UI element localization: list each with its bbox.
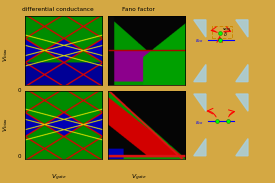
Polygon shape [236, 64, 248, 82]
Polygon shape [194, 20, 206, 37]
Polygon shape [194, 64, 206, 82]
Text: 0: 0 [18, 154, 21, 159]
Text: $V_{gate}$: $V_{gate}$ [51, 173, 67, 183]
Text: $V_{bias}$: $V_{bias}$ [1, 47, 10, 62]
Text: $\varepsilon_{co}$: $\varepsilon_{co}$ [196, 38, 204, 45]
Text: $\varepsilon_{co}$: $\varepsilon_{co}$ [196, 119, 204, 127]
Text: 0: 0 [18, 88, 21, 93]
Text: differential conductance: differential conductance [22, 7, 94, 12]
Text: Fano factor: Fano factor [122, 7, 155, 12]
Polygon shape [236, 94, 248, 111]
Text: $V_{gate}$: $V_{gate}$ [131, 173, 147, 183]
Polygon shape [236, 20, 248, 37]
Text: $V_{bias}$: $V_{bias}$ [1, 117, 10, 132]
Text: seq: seq [222, 27, 230, 31]
Text: $\delta$: $\delta$ [223, 30, 228, 38]
Polygon shape [194, 139, 206, 156]
Polygon shape [194, 94, 206, 111]
Polygon shape [236, 139, 248, 156]
